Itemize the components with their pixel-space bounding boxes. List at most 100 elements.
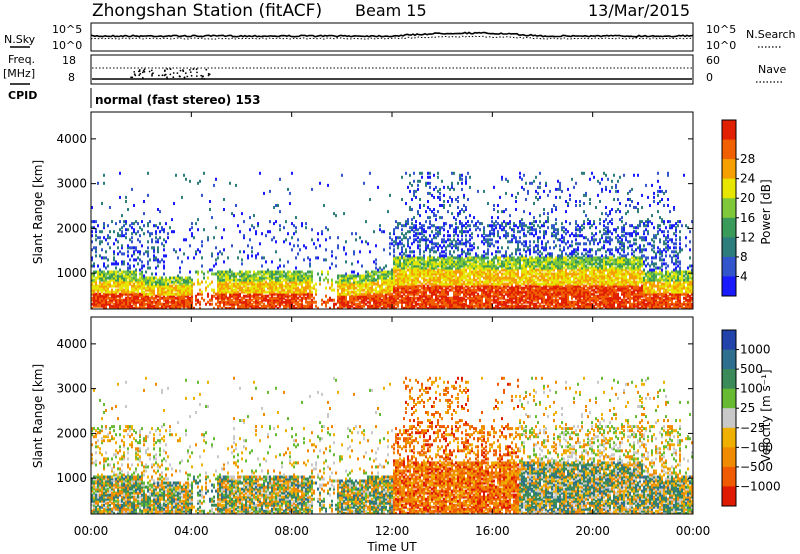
heatmap-cell: [417, 228, 419, 232]
heatmap-cell: [423, 262, 425, 266]
heatmap-cell: [183, 294, 185, 298]
heatmap-cell: [465, 264, 467, 268]
heatmap-cell: [121, 290, 123, 294]
heatmap-cell: [247, 274, 249, 278]
heatmap-cell: [395, 266, 397, 270]
heatmap-cell: [471, 272, 473, 276]
heatmap-cell: [325, 238, 327, 242]
heatmap-cell: [375, 296, 377, 300]
heatmap-cell: [461, 284, 463, 288]
heatmap-cell: [519, 236, 521, 240]
heatmap-cell: [187, 286, 189, 290]
heatmap-cell: [233, 282, 235, 286]
heatmap-cell: [419, 264, 421, 268]
heatmap-cell: [453, 292, 455, 296]
heatmap-cell: [95, 300, 97, 304]
heatmap-cell: [343, 300, 345, 304]
heatmap-cell: [377, 270, 379, 274]
heatmap-cell: [169, 304, 171, 308]
heatmap-cell: [391, 270, 393, 274]
heatmap-cell: [345, 278, 347, 282]
heatmap-cell: [273, 236, 275, 240]
heatmap-cell: [111, 306, 113, 309]
heatmap-cell: [525, 224, 527, 228]
heatmap-cell: [223, 290, 225, 294]
heatmap-cell: [411, 282, 413, 286]
heatmap-cell: [359, 290, 361, 294]
heatmap-cell: [269, 189, 271, 193]
heatmap-cell: [493, 284, 495, 288]
heatmap-cell: [361, 280, 363, 284]
heatmap-cell: [407, 276, 409, 280]
heatmap-cell: [437, 270, 439, 274]
heatmap-cell: [103, 298, 105, 302]
heatmap-cell: [449, 234, 451, 238]
heatmap-cell: [525, 304, 527, 308]
heatmap-cell: [517, 242, 519, 246]
heatmap-cell: [503, 228, 505, 232]
heatmap-cell: [407, 242, 409, 246]
heatmap-cell: [125, 236, 127, 240]
heatmap-cell: [399, 258, 401, 262]
heatmap-cell: [181, 282, 183, 286]
heatmap-cell: [129, 278, 131, 282]
heatmap-cell: [437, 296, 439, 300]
heatmap-cell: [485, 302, 487, 306]
heatmap-cell: [263, 288, 265, 292]
heatmap-cell: [401, 270, 403, 274]
heatmap-cell: [331, 262, 333, 266]
heatmap-cell: [187, 284, 189, 288]
heatmap-cell: [507, 300, 509, 304]
heatmap-cell: [481, 284, 483, 288]
heatmap-cell: [363, 292, 365, 296]
heatmap-cell: [317, 232, 319, 236]
heatmap-cell: [215, 302, 217, 306]
heatmap-cell: [493, 258, 495, 262]
heatmap-cell: [377, 302, 379, 306]
heatmap-cell: [219, 302, 221, 306]
heatmap-cell: [373, 304, 375, 308]
heatmap-cell: [131, 270, 133, 274]
heatmap-cell: [401, 304, 403, 308]
heatmap-cell: [171, 292, 173, 296]
heatmap-cell: [127, 246, 129, 250]
heatmap-cell: [135, 270, 137, 274]
heatmap-cell: [447, 200, 449, 203]
heatmap-cell: [293, 244, 295, 248]
heatmap-cell: [413, 260, 415, 264]
heatmap-cell: [133, 246, 135, 250]
heatmap-cell: [457, 268, 459, 272]
heatmap-cell: [175, 296, 177, 300]
heatmap-cell: [513, 276, 515, 280]
heatmap-cell: [263, 294, 265, 298]
heatmap-cell: [231, 292, 233, 296]
heatmap-cell: [177, 286, 179, 290]
heatmap-cell: [481, 298, 483, 302]
heatmap-cell: [325, 294, 327, 298]
heatmap-cell: [165, 302, 167, 306]
heatmap-cell: [143, 300, 145, 304]
heatmap-cell: [153, 276, 155, 280]
heatmap-cell: [503, 296, 505, 300]
heatmap-cell: [291, 284, 293, 288]
heatmap-cell: [541, 292, 543, 296]
heatmap-cell: [451, 282, 453, 286]
heatmap-cell: [111, 220, 113, 224]
heatmap-cell: [249, 292, 251, 296]
heatmap-cell: [445, 240, 447, 244]
heatmap-cell: [311, 302, 313, 306]
heatmap-cell: [537, 240, 539, 244]
heatmap-cell: [271, 280, 273, 284]
heatmap-cell: [335, 264, 337, 268]
heatmap-cell: [301, 288, 303, 292]
heatmap-cell: [401, 262, 403, 266]
heatmap-cell: [399, 278, 401, 282]
heatmap-cell: [181, 304, 183, 308]
heatmap-cell: [415, 260, 417, 264]
heatmap-cell: [523, 290, 525, 294]
heatmap-cell: [393, 260, 395, 264]
heatmap-cell: [283, 240, 285, 244]
heatmap-cell: [461, 238, 463, 242]
heatmap-cell: [313, 300, 315, 304]
heatmap-cell: [225, 286, 227, 290]
